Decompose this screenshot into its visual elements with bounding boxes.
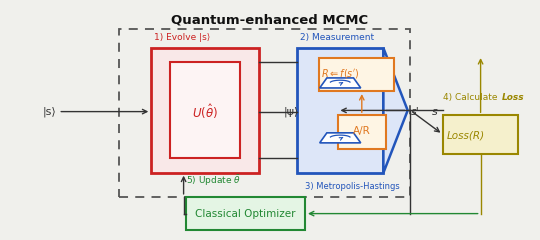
Bar	[297, 48, 383, 173]
Text: 5) Update $\bar{\theta}$: 5) Update $\bar{\theta}$	[186, 174, 241, 188]
Text: 1) Evolve |s⟩: 1) Evolve |s⟩	[154, 33, 210, 42]
Text: |ψ⟩: |ψ⟩	[284, 106, 299, 117]
Bar	[338, 115, 386, 149]
Text: Quantum-enhanced MCMC: Quantum-enhanced MCMC	[171, 13, 369, 26]
Text: 3) Metropolis-Hastings: 3) Metropolis-Hastings	[305, 182, 400, 192]
Text: $R \Leftarrow f(s')$: $R \Leftarrow f(s')$	[321, 67, 360, 80]
Text: s': s'	[410, 107, 419, 117]
Text: Loss: Loss	[502, 93, 524, 102]
Text: A/R: A/R	[353, 126, 370, 136]
Text: 4) Calculate: 4) Calculate	[443, 93, 500, 102]
Text: Loss(R): Loss(R)	[447, 131, 485, 141]
Bar	[119, 29, 410, 197]
Polygon shape	[320, 133, 361, 143]
Bar	[443, 115, 518, 154]
Bar	[151, 48, 259, 173]
Text: Classical Optimizer: Classical Optimizer	[195, 209, 296, 219]
Polygon shape	[383, 48, 408, 173]
Bar	[186, 197, 305, 230]
Polygon shape	[320, 78, 361, 88]
Bar	[170, 62, 240, 158]
Text: s: s	[432, 107, 438, 117]
Text: 2) Measurement: 2) Measurement	[300, 33, 374, 42]
Bar	[319, 58, 394, 91]
Text: $U(\hat{\theta})$: $U(\hat{\theta})$	[192, 102, 218, 121]
Text: |s⟩: |s⟩	[43, 106, 57, 117]
